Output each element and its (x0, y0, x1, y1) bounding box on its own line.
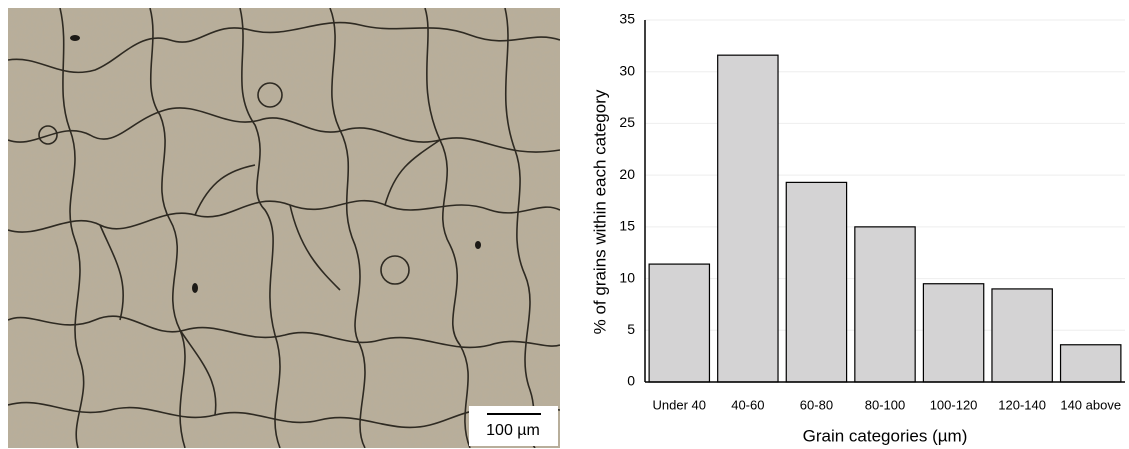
x-tick-label: 120-140 (998, 397, 1046, 412)
y-tick-label: 35 (619, 11, 635, 27)
bar (854, 226, 916, 383)
x-tick-label: 60-80 (800, 397, 833, 412)
bar (648, 263, 711, 383)
bar (991, 288, 1053, 383)
bar (1059, 344, 1122, 383)
scale-bar-label: 100 µm (486, 422, 540, 439)
y-tick-label: 10 (619, 269, 635, 285)
scale-bar-box (469, 406, 558, 446)
micrograph (8, 8, 560, 448)
x-tick-label: Under 40 (653, 397, 706, 412)
x-tick-label: 100-120 (930, 397, 978, 412)
y-axis-label: % of grains within each category (590, 89, 609, 334)
bar (785, 181, 848, 383)
y-tick-label: 15 (619, 218, 635, 234)
x-axis-label: Grain categories (µm) (803, 426, 968, 445)
y-tick-label: 0 (627, 373, 635, 389)
y-tick-label: 5 (627, 321, 635, 337)
bar (922, 283, 985, 383)
x-tick-label: 80-100 (865, 397, 905, 412)
bar (717, 54, 779, 383)
y-tick-label: 25 (619, 114, 635, 130)
x-tick-label: 40-60 (731, 397, 764, 412)
y-tick-label: 30 (619, 62, 635, 78)
y-tick-label: 20 (619, 166, 635, 182)
x-tick-label: 140 above (1060, 397, 1121, 412)
